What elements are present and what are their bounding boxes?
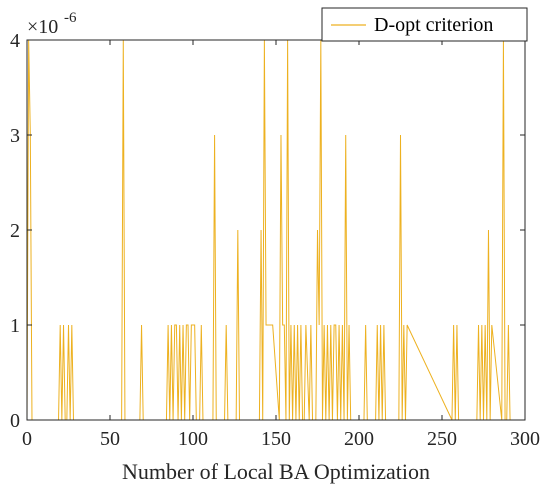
x-tick-label: 300 bbox=[510, 428, 540, 450]
legend: D-opt criterion bbox=[321, 7, 528, 42]
y-tick-label: 3 bbox=[10, 125, 20, 147]
x-tick-label: 250 bbox=[427, 428, 457, 450]
legend-series-label: D-opt criterion bbox=[374, 14, 493, 36]
y-exponent-power: -6 bbox=[64, 10, 77, 26]
plot-area bbox=[26, 39, 526, 421]
y-tick-label: 2 bbox=[10, 220, 20, 242]
series-line-d-opt-criterion bbox=[26, 39, 511, 421]
plot-background bbox=[27, 40, 525, 420]
x-tick-label: 0 bbox=[22, 428, 32, 450]
y-tick-label: 1 bbox=[10, 315, 20, 337]
x-tick-label: 100 bbox=[178, 428, 208, 450]
x-axis-ticks: 0 50 100 150 200 250 300 bbox=[22, 40, 540, 450]
x-tick-label: 50 bbox=[100, 428, 120, 450]
x-tick-label: 200 bbox=[344, 428, 374, 450]
x-axis-title: Number of Local BA Optimization bbox=[122, 459, 430, 484]
y-exponent-base: ×10 bbox=[27, 16, 58, 38]
y-tick-label: 0 bbox=[10, 410, 20, 432]
x-tick-label: 150 bbox=[261, 428, 291, 450]
y-tick-label: 4 bbox=[10, 30, 20, 52]
